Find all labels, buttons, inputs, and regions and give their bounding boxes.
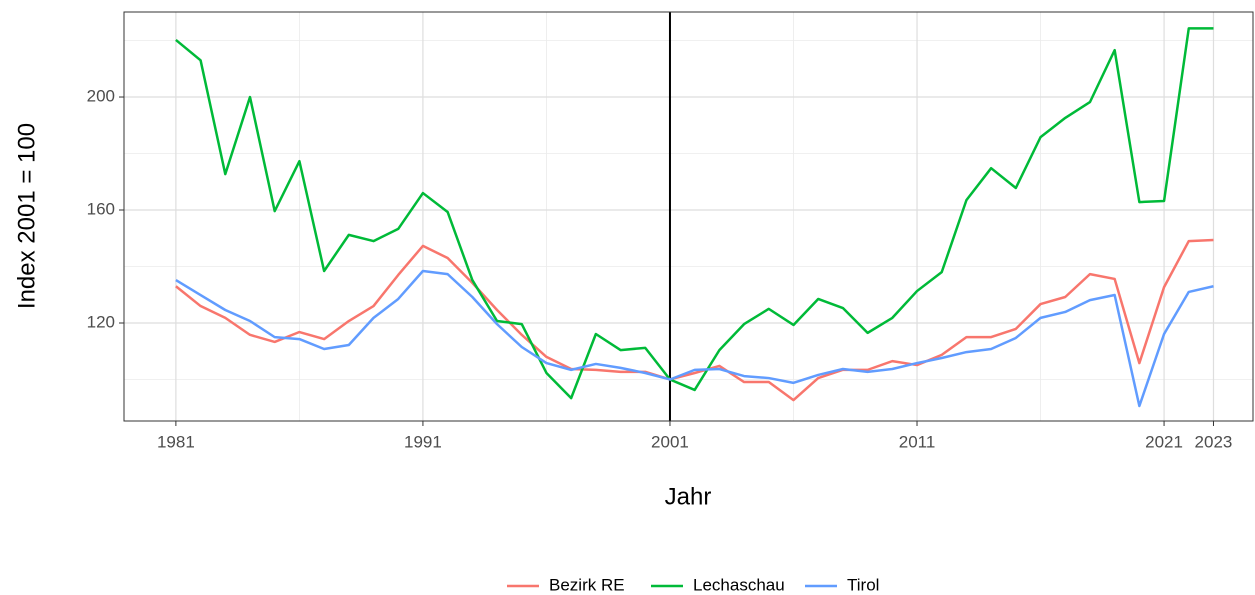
legend-label: Lechaschau <box>693 575 785 594</box>
legend-label: Bezirk RE <box>549 575 625 594</box>
y-tick-label: 160 <box>87 199 115 218</box>
plot-border <box>123 11 1254 422</box>
x-tick-label: 2021 <box>1145 432 1183 451</box>
series-line <box>175 269 1214 408</box>
legend-label: Tirol <box>847 575 879 594</box>
x-tick-label: 2023 <box>1195 432 1233 451</box>
series-line <box>175 27 1214 400</box>
x-tick-label: 1981 <box>157 432 195 451</box>
x-tick-label: 2001 <box>651 432 689 451</box>
series-line <box>175 238 1214 402</box>
y-tick-label: 120 <box>87 312 115 331</box>
x-tick-label: 2011 <box>899 432 936 451</box>
x-tick-label: 1991 <box>404 432 442 451</box>
y-tick-label: 200 <box>87 87 115 106</box>
x-axis-title: Jahr <box>665 483 712 510</box>
y-axis-title: Index 2001 = 100 <box>13 123 40 309</box>
